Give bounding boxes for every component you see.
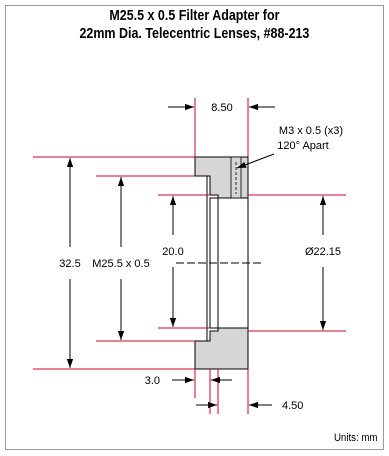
dim-outer-diameter-label: 32.5 <box>59 258 80 270</box>
adapter-cross-section <box>176 156 262 370</box>
dim-bore-label: Ø22.15 <box>305 246 341 258</box>
title-line-1: M25.5 x 0.5 Filter Adapter for <box>109 8 280 24</box>
units-label: Units: mm <box>333 432 377 444</box>
dim-lip-label: 3.0 <box>145 375 160 387</box>
drawing-title: M25.5 x 0.5 Filter Adapter for 22mm Dia.… <box>27 7 362 43</box>
dim-thread-label: M25.5 x 0.5 <box>92 258 149 270</box>
extension-lines <box>33 98 346 414</box>
dim-step-label: 4.50 <box>282 400 303 412</box>
dim-aperture-label: 20.0 <box>162 246 183 258</box>
dim-thread-note-1: M3 x 0.5 (x3) <box>279 125 343 137</box>
dim-width-label: 8.50 <box>211 102 232 114</box>
dimension-arrows <box>66 103 327 409</box>
title-line-2: 22mm Dia. Telecentric Lenses, #88-213 <box>79 26 310 42</box>
dim-thread-note-2: 120° Apart <box>277 140 329 152</box>
